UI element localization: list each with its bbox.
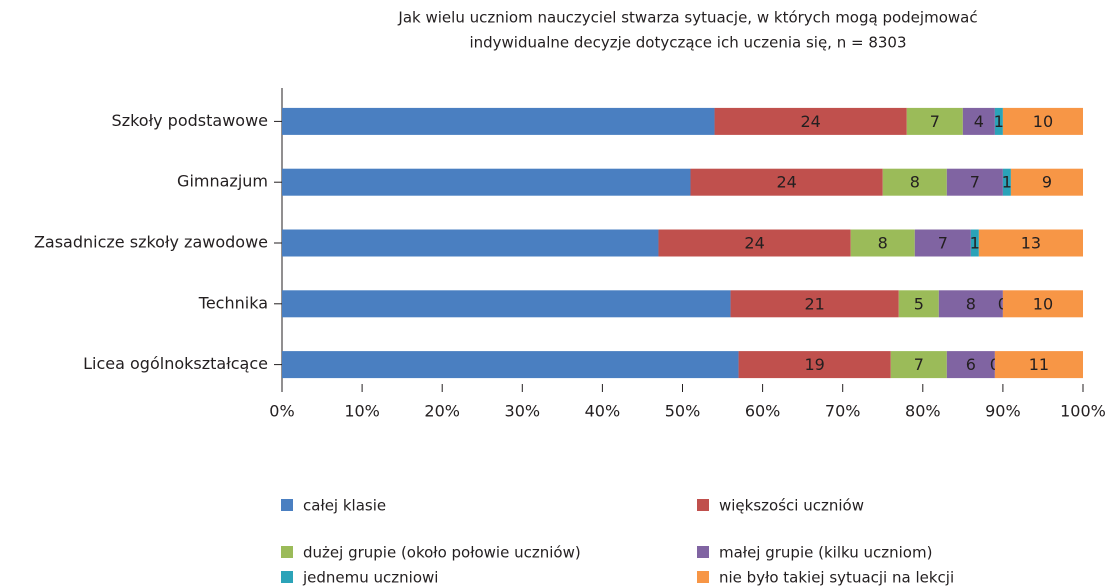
bar-segment bbox=[1002, 168, 1011, 196]
bar-segment bbox=[282, 229, 659, 257]
bar-segment bbox=[658, 229, 851, 257]
data-label: 1 bbox=[970, 234, 980, 253]
x-tick-label: 30% bbox=[505, 402, 541, 421]
bar-segment bbox=[890, 351, 947, 379]
data-label: 8 bbox=[966, 294, 976, 313]
legend-swatch bbox=[697, 499, 709, 511]
legend-label: nie było takiej sytuacji na lekcji bbox=[719, 569, 954, 587]
bar-segment bbox=[282, 107, 715, 135]
data-label: 1 bbox=[1002, 173, 1012, 192]
data-label: 24 bbox=[776, 173, 796, 192]
data-label: 21 bbox=[804, 294, 824, 313]
legend-label: całej klasie bbox=[303, 497, 386, 515]
bar-segment bbox=[738, 351, 891, 379]
x-tick-label: 80% bbox=[905, 402, 941, 421]
y-tick-label: Licea ogólnokształcące bbox=[83, 354, 268, 373]
legend-swatch bbox=[697, 571, 709, 583]
data-label: 11 bbox=[1029, 355, 1049, 374]
bar-segment bbox=[938, 290, 1003, 318]
legend-swatch bbox=[281, 546, 293, 558]
legend-label: małej grupie (kilku uczniom) bbox=[719, 544, 932, 562]
bar-segment bbox=[994, 107, 1003, 135]
y-tick-label: Szkoły podstawowe bbox=[112, 111, 268, 130]
bar-segment bbox=[730, 290, 899, 318]
legend-swatch bbox=[697, 546, 709, 558]
chart-title: Jak wielu uczniom nauczyciel stwarza syt… bbox=[397, 9, 977, 27]
x-tick-label: 50% bbox=[665, 402, 701, 421]
x-tick-label: 70% bbox=[825, 402, 861, 421]
bar-segment bbox=[690, 168, 883, 196]
data-label: 24 bbox=[744, 234, 764, 253]
data-label: 10 bbox=[1033, 294, 1053, 313]
x-tick-label: 0% bbox=[269, 402, 294, 421]
bar-segment bbox=[994, 351, 1083, 379]
bar-segment bbox=[282, 290, 731, 318]
bar-segment bbox=[1010, 168, 1083, 196]
data-label: 7 bbox=[930, 112, 940, 131]
y-tick-label: Technika bbox=[198, 293, 268, 312]
data-label: 7 bbox=[938, 234, 948, 253]
data-label: 24 bbox=[800, 112, 820, 131]
legend-label: dużej grupie (około połowie uczniów) bbox=[303, 544, 581, 562]
data-label: 8 bbox=[878, 234, 888, 253]
bar-segment bbox=[914, 229, 971, 257]
y-tick-label: Gimnazjum bbox=[177, 172, 268, 191]
bar-segment bbox=[898, 290, 939, 318]
data-label: 9 bbox=[1042, 173, 1052, 192]
y-tick-label: Zasadnicze szkoły zawodowe bbox=[34, 233, 268, 252]
bar-segment bbox=[1002, 107, 1083, 135]
data-label: 19 bbox=[804, 355, 824, 374]
bar-segment bbox=[946, 351, 995, 379]
bar-segment bbox=[882, 168, 947, 196]
data-label: 7 bbox=[914, 355, 924, 374]
data-label: 4 bbox=[974, 112, 984, 131]
bar-segment bbox=[282, 351, 739, 379]
x-tick-label: 90% bbox=[985, 402, 1021, 421]
x-tick-label: 20% bbox=[424, 402, 460, 421]
bar-segment bbox=[946, 168, 1003, 196]
data-label: 13 bbox=[1021, 234, 1041, 253]
bar-segment bbox=[906, 107, 963, 135]
x-tick-label: 100% bbox=[1060, 402, 1106, 421]
bar-segment bbox=[282, 168, 691, 196]
bar-segment bbox=[970, 229, 979, 257]
legend-swatch bbox=[281, 571, 293, 583]
x-tick-label: 40% bbox=[585, 402, 621, 421]
chart-title: indywidualne decyzje dotyczące ich uczen… bbox=[469, 34, 906, 52]
bar-segment bbox=[714, 107, 907, 135]
legend-label: większości uczniów bbox=[719, 497, 864, 515]
data-label: 1 bbox=[994, 112, 1004, 131]
bar-segment bbox=[850, 229, 915, 257]
x-tick-label: 60% bbox=[745, 402, 781, 421]
legend-swatch bbox=[281, 499, 293, 511]
bar-segment bbox=[962, 107, 995, 135]
data-label: 10 bbox=[1033, 112, 1053, 131]
data-label: 5 bbox=[914, 294, 924, 313]
bar-segment bbox=[978, 229, 1083, 257]
data-label: 8 bbox=[910, 173, 920, 192]
legend-label: jednemu uczniowi bbox=[302, 569, 438, 587]
x-tick-label: 10% bbox=[344, 402, 380, 421]
data-label: 7 bbox=[970, 173, 980, 192]
data-label: 6 bbox=[966, 355, 976, 374]
bar-segment bbox=[1002, 290, 1083, 318]
